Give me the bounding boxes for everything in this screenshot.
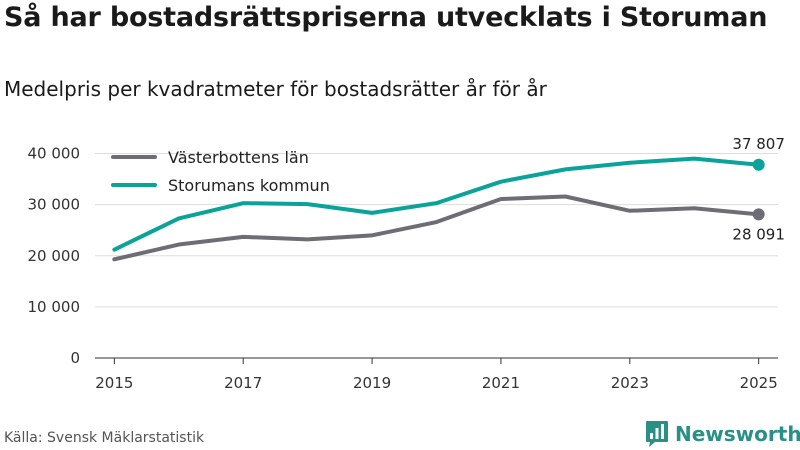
- x-tick-label: 2015: [95, 374, 133, 392]
- x-tick-label: 2025: [740, 374, 778, 392]
- series-end-marker-v-sterbottens-l-n: [752, 208, 765, 221]
- legend-label: Västerbottens län: [168, 148, 309, 167]
- brand-logo: Newsworthy: [645, 420, 800, 448]
- series-end-marker-storumans-kommun: [752, 158, 765, 171]
- y-tick-label: 40 000: [28, 145, 81, 163]
- series-line-v-sterbottens-l-n: [112, 194, 761, 262]
- source-note: Källa: Svensk Mäklarstatistik: [4, 430, 205, 446]
- y-tick-label: 0: [70, 349, 80, 367]
- brand-name: Newsworthy: [675, 422, 800, 446]
- x-tick-label: 2023: [611, 374, 649, 392]
- x-tick-label: 2019: [353, 374, 391, 392]
- y-tick-label: 10 000: [28, 298, 81, 316]
- chart-subtitle: Medelpris per kvadratmeter för bostadsrä…: [4, 77, 547, 101]
- series-end-label-storumans-kommun: 37 807: [732, 135, 785, 153]
- x-tick-label: 2017: [224, 374, 262, 392]
- y-tick-label: 30 000: [28, 196, 81, 214]
- series-line-storumans-kommun: [112, 156, 761, 252]
- legend-label: Storumans kommun: [168, 176, 330, 195]
- x-tick-label: 2021: [482, 374, 520, 392]
- newsworthy-icon: [646, 421, 668, 447]
- series-end-label-v-sterbottens-l-n: 28 091: [732, 225, 785, 243]
- chart-title: Så har bostadsrättspriserna utvecklats i…: [4, 2, 768, 33]
- y-tick-label: 20 000: [28, 247, 81, 265]
